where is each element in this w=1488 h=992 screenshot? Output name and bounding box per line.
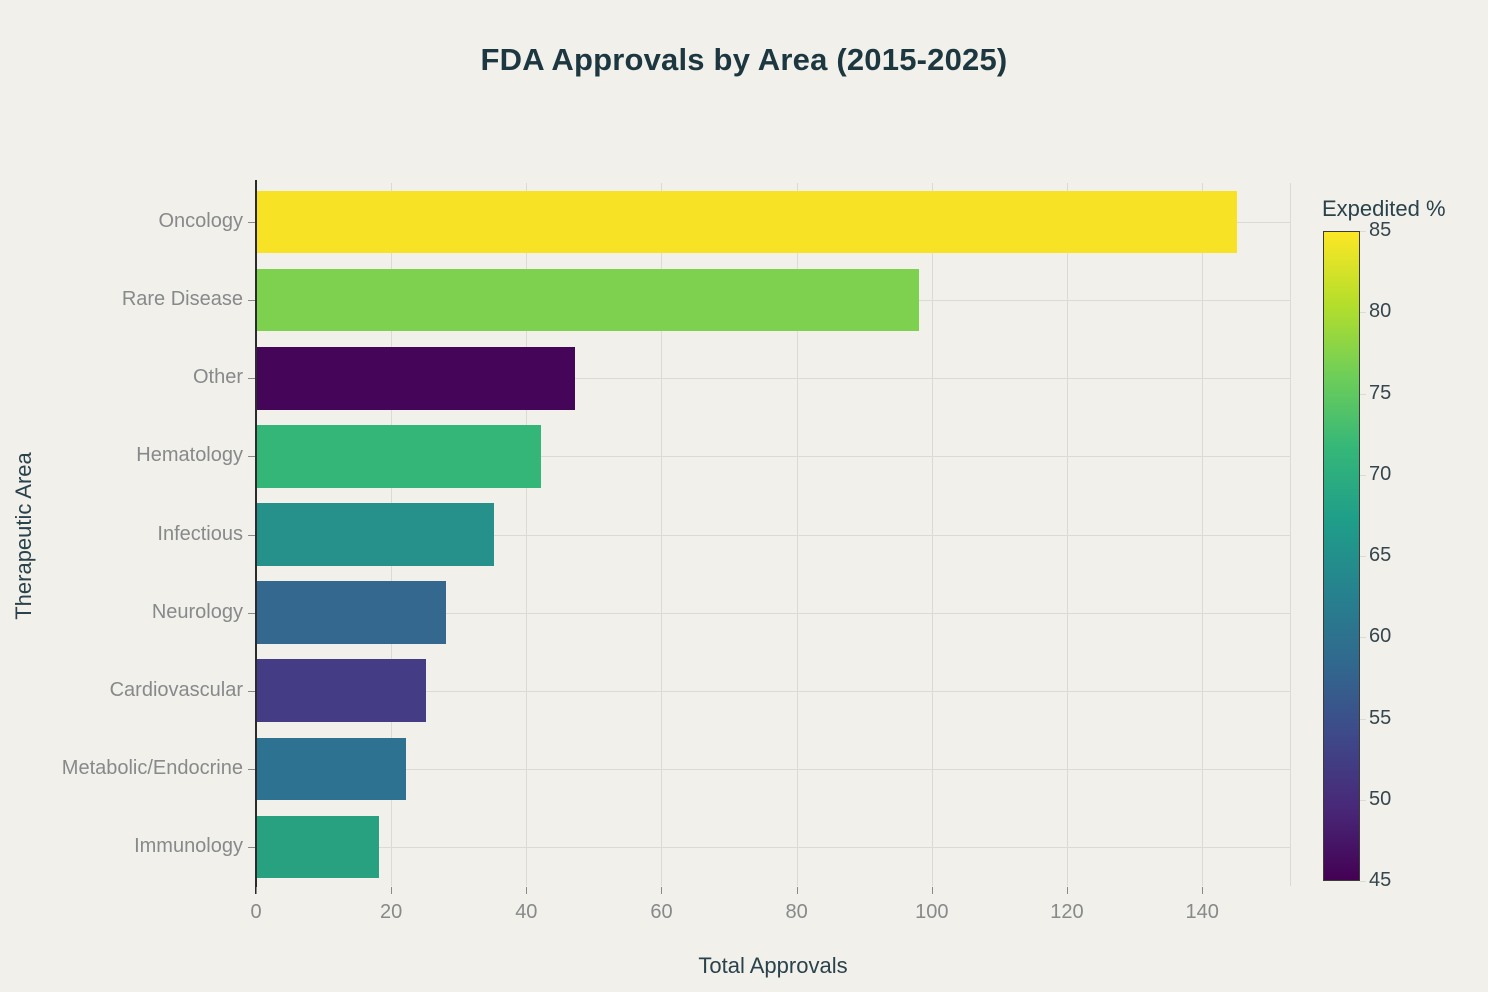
- colorbar-tick-mark: [1360, 231, 1366, 232]
- x-axis-title: Total Approvals: [698, 953, 848, 978]
- x-tick-label: 0: [250, 901, 262, 923]
- y-axis-line: [255, 180, 257, 894]
- bar-metabolic-endocrine[interactable]: [257, 737, 406, 801]
- colorbar-tick-label: 55: [1369, 706, 1392, 729]
- chart-title: FDA Approvals by Area (2015-2025): [480, 42, 1008, 77]
- colorbar-tick-label: 85: [1369, 219, 1392, 241]
- x-tick-label: 20: [380, 901, 403, 923]
- colorbar-tick-mark: [1360, 312, 1366, 314]
- y-tick-label-cardiovascular: Cardiovascular: [109, 678, 243, 701]
- y-tick-mark: [248, 300, 255, 302]
- x-tick-label: 40: [515, 901, 538, 923]
- colorbar-title: Expedited %: [1322, 196, 1446, 221]
- y-tick-label-infectious: Infectious: [157, 522, 243, 545]
- y-tick-label-other: Other: [192, 366, 243, 389]
- x-tick-mark: [931, 887, 933, 894]
- x-tick-mark: [526, 887, 528, 894]
- x-tick-label: 140: [1185, 901, 1219, 923]
- x-tick-label: 120: [1050, 901, 1084, 923]
- y-tick-mark: [248, 612, 255, 614]
- y-gridline: [256, 534, 1290, 536]
- bar-immunology[interactable]: [257, 815, 379, 879]
- y-gridline: [256, 378, 1290, 380]
- colorbar-tick-label: 65: [1369, 544, 1392, 566]
- y-tick-label-rare-disease: Rare Disease: [121, 288, 243, 311]
- x-tick-label: 80: [785, 901, 808, 923]
- x-tick-label: 60: [650, 901, 673, 923]
- colorbar-tick-mark: [1360, 881, 1366, 882]
- y-gridline: [256, 846, 1290, 848]
- x-tick-mark: [796, 887, 798, 894]
- y-gridline: [256, 612, 1290, 614]
- bar-oncology[interactable]: [257, 190, 1237, 254]
- bar-hematology[interactable]: [257, 425, 541, 488]
- colorbar-gradient: [1323, 231, 1360, 881]
- plot-right-border: [1290, 183, 1291, 886]
- colorbar-tick-mark: [1360, 474, 1366, 476]
- y-tick-label-neurology: Neurology: [151, 600, 243, 623]
- y-tick-mark: [248, 534, 255, 536]
- y-tick-mark: [248, 222, 255, 224]
- colorbar-tick-mark: [1360, 393, 1366, 395]
- x-tick-mark: [1202, 887, 1204, 894]
- colorbar-tick-label: 80: [1369, 300, 1392, 323]
- bar-cardiovascular[interactable]: [257, 659, 426, 722]
- y-tick-label-hematology: Hematology: [136, 444, 243, 467]
- y-tick-mark: [248, 846, 255, 848]
- bar-rare-disease[interactable]: [257, 268, 920, 332]
- colorbar-tick-label: 45: [1369, 869, 1392, 891]
- bar-other[interactable]: [257, 347, 575, 410]
- x-tick-mark: [256, 887, 257, 894]
- x-tick-mark: [391, 887, 393, 894]
- y-tick-label-metabolic-endocrine: Metabolic/Endocrine: [61, 756, 243, 779]
- colorbar-tick-mark: [1360, 556, 1366, 557]
- colorbar-tick-label: 50: [1369, 787, 1392, 810]
- colorbar-tick-label: 60: [1369, 625, 1392, 648]
- y-tick-mark: [248, 768, 255, 770]
- y-gridline: [256, 768, 1290, 770]
- x-tick-mark: [1066, 887, 1068, 894]
- colorbar-tick-mark: [1360, 799, 1366, 801]
- y-tick-mark: [248, 690, 255, 692]
- colorbar-tick-label: 75: [1369, 381, 1392, 404]
- y-tick-mark: [248, 456, 255, 458]
- y-tick-mark: [248, 378, 255, 380]
- x-tick-label: 100: [915, 901, 949, 923]
- bar-neurology[interactable]: [257, 581, 447, 644]
- bar-infectious[interactable]: [257, 503, 494, 566]
- y-gridline: [256, 456, 1290, 458]
- y-tick-label-oncology: Oncology: [158, 210, 244, 233]
- y-tick-label-immunology: Immunology: [134, 834, 243, 857]
- y-gridline: [256, 690, 1290, 692]
- colorbar-tick-label: 70: [1369, 462, 1392, 485]
- x-tick-mark: [661, 887, 663, 894]
- colorbar-tick-mark: [1360, 637, 1366, 639]
- colorbar-tick-mark: [1360, 718, 1366, 720]
